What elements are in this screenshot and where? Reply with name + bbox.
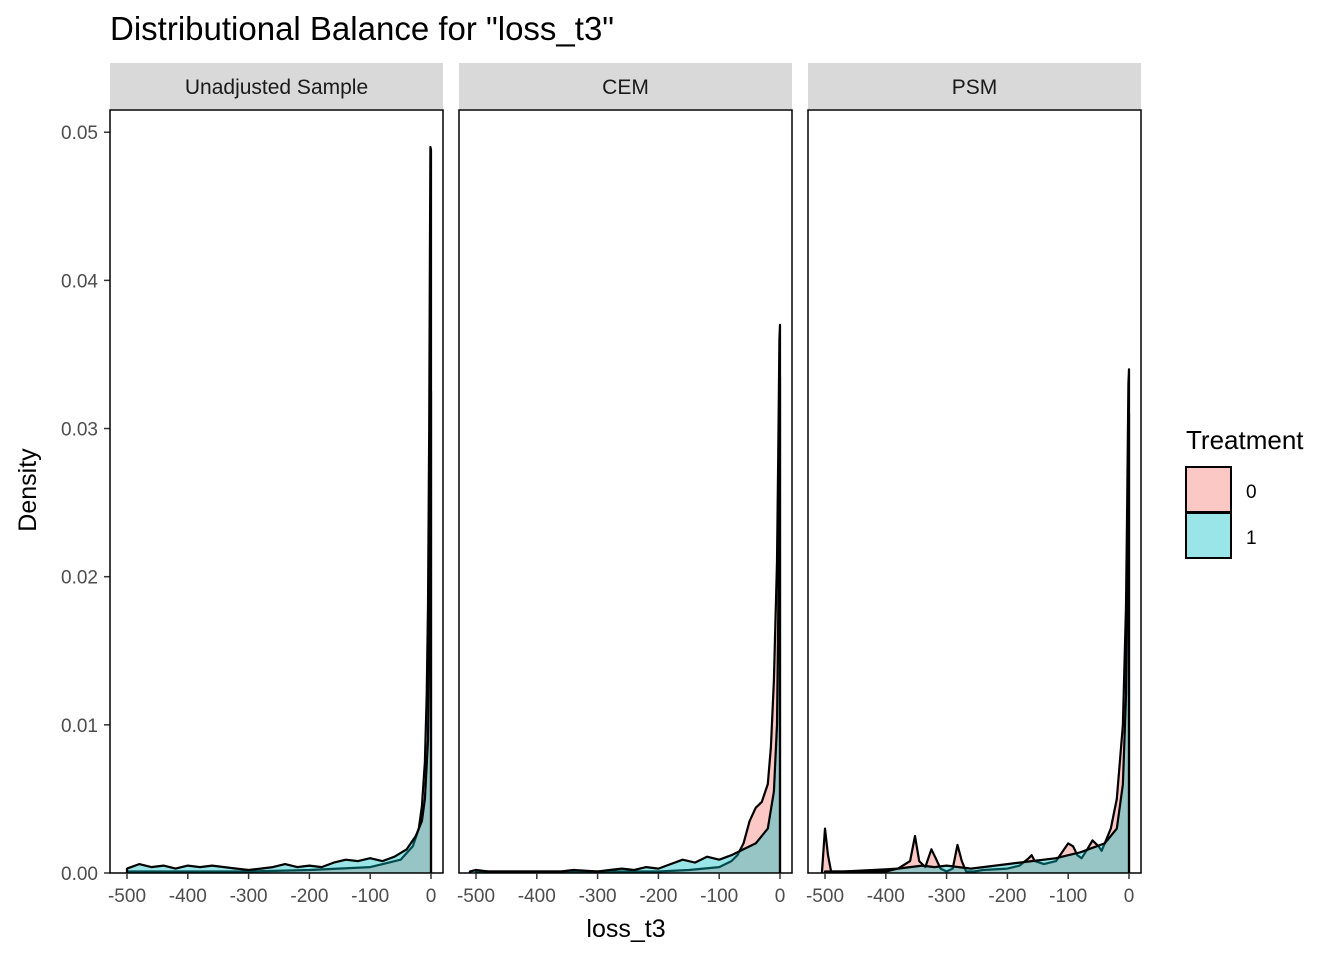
- x-tick-label: -200: [988, 886, 1026, 907]
- density-line-1: [823, 412, 1131, 873]
- x-tick-label: -400: [518, 886, 556, 907]
- x-tick-label: -200: [639, 886, 677, 907]
- x-tick-label: -200: [290, 886, 328, 907]
- x-tick-label: -400: [867, 886, 905, 907]
- legend-key-0: [1185, 466, 1232, 513]
- x-tick-label: 0: [775, 886, 786, 907]
- facet-panel: PSM -500 -400 -300 -200 -100 0: [806, 63, 1142, 907]
- x-tick-label: -500: [108, 886, 146, 907]
- density-area-0: [127, 147, 431, 873]
- x-tick-label: -300: [579, 886, 617, 907]
- density-area-0: [822, 369, 1129, 873]
- x-tick-label: -100: [700, 886, 738, 907]
- facet-strip: [808, 63, 1141, 109]
- x-tick-label: -300: [928, 886, 966, 907]
- y-tick-label: 0.05: [61, 123, 98, 144]
- legend-label-0: 0: [1246, 482, 1257, 503]
- facet-strip-label: PSM: [952, 76, 998, 99]
- facet-panel: CEM -500 -400 -300 -200 -100 0: [457, 63, 793, 907]
- legend-key-1: [1185, 512, 1232, 559]
- x-tick-label: -500: [806, 886, 844, 907]
- panel-border: [807, 109, 1142, 874]
- y-tick-label: 0.03: [61, 420, 98, 441]
- panel-border: [458, 109, 793, 874]
- density-line-0: [820, 368, 1131, 873]
- facet-panels: Unadjusted Sample-500 -400 -300 -200 -100 0CE…: [108, 63, 1142, 907]
- density-areas: [468, 323, 782, 873]
- x-tick-label: 0: [426, 886, 437, 907]
- legend: Treatment 0 1: [1185, 425, 1304, 559]
- density-line-0: [125, 145, 433, 873]
- facet-strip: [459, 63, 792, 109]
- y-axis: 0.00 0.01 0.02 0.03 0.04 0.05: [61, 123, 110, 885]
- density-area-1: [127, 391, 431, 873]
- density-area-1: [469, 376, 780, 873]
- x-tick-label: -500: [457, 886, 495, 907]
- x-tick-label: -100: [351, 886, 389, 907]
- density-area-0: [476, 324, 780, 873]
- y-axis-title: Density: [14, 448, 42, 532]
- facet-panel: Unadjusted Sample -500 -400 -300 -200 -100 0: [108, 63, 444, 907]
- x-tick-label: 0: [1124, 886, 1135, 907]
- legend-label-1: 1: [1246, 528, 1257, 549]
- x-axis-title: loss_t3: [586, 915, 665, 943]
- density-area-1: [825, 413, 1129, 873]
- x-tick-label: -300: [230, 886, 268, 907]
- density-line-0: [474, 323, 782, 873]
- facet-strip-label: CEM: [602, 76, 649, 99]
- facet-strip-label: Unadjusted Sample: [185, 76, 368, 99]
- y-tick-label: 0.04: [61, 271, 98, 292]
- density-areas: [125, 145, 433, 873]
- density-line-1: [125, 390, 433, 873]
- facet-strip: [110, 63, 443, 109]
- chart-title: Distributional Balance for "loss_t3": [110, 10, 614, 47]
- y-tick-label: 0.01: [61, 716, 98, 737]
- legend-title: Treatment: [1186, 425, 1304, 455]
- x-tick-label: -100: [1049, 886, 1087, 907]
- y-tick-label: 0.02: [61, 568, 98, 589]
- panel-border: [109, 109, 444, 874]
- y-tick-label: 0.00: [61, 864, 98, 885]
- x-tick-label: -400: [169, 886, 207, 907]
- density-line-1: [468, 375, 782, 873]
- density-areas: [820, 368, 1131, 873]
